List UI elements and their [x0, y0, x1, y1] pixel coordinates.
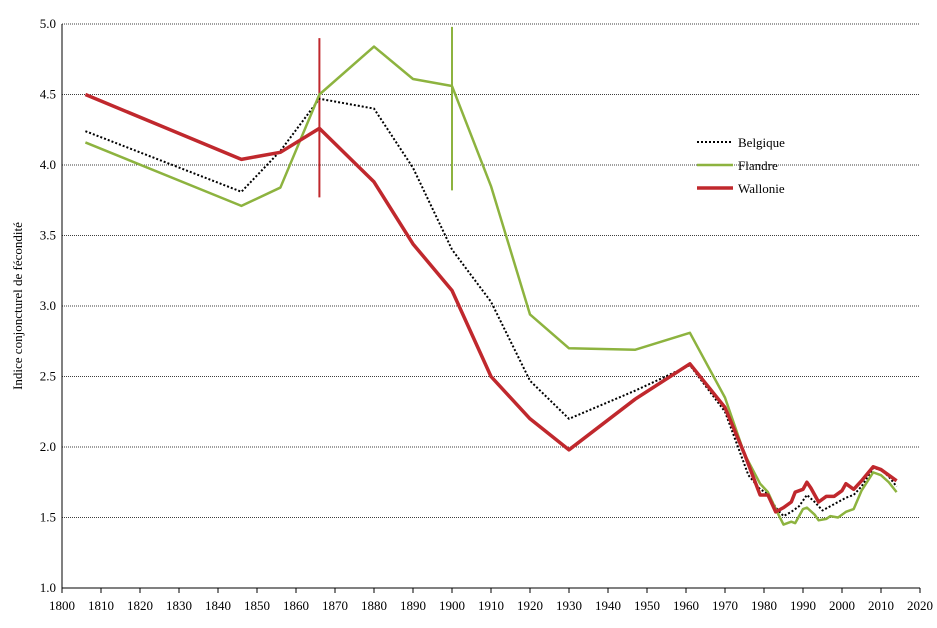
x-tick-label: 1860 [283, 598, 309, 613]
x-tick-label: 1930 [556, 598, 582, 613]
x-tick-label: 2020 [907, 598, 933, 613]
series-line [84, 45, 898, 526]
x-tick-label: 1950 [634, 598, 660, 613]
y-tick-label: 4.5 [40, 87, 56, 102]
legend-label: Flandre [738, 158, 778, 173]
y-tick-label: 2.0 [40, 439, 56, 454]
x-tick-label: 1920 [517, 598, 543, 613]
y-tick-label: 2.5 [40, 369, 56, 384]
x-tick-label: 1820 [127, 598, 153, 613]
y-tick-label: 4.0 [40, 157, 56, 172]
y-tick-label: 1.5 [40, 510, 56, 525]
x-tick-label: 2010 [868, 598, 894, 613]
legend-label: Wallonie [738, 181, 785, 196]
y-axis-label: Indice conjoncturel de fécondité [10, 222, 25, 390]
x-tick-label: 1800 [49, 598, 75, 613]
x-tick-label: 1980 [751, 598, 777, 613]
x-tick-label: 1900 [439, 598, 465, 613]
series-line [84, 92, 898, 514]
x-tick-label: 2000 [829, 598, 855, 613]
x-tick-label: 1830 [166, 598, 192, 613]
x-tick-label: 1910 [478, 598, 504, 613]
x-tick-label: 1990 [790, 598, 816, 613]
y-tick-label: 5.0 [40, 16, 56, 31]
y-tick-label: 1.0 [40, 580, 56, 595]
x-tick-label: 1890 [400, 598, 426, 613]
x-tick-label: 1880 [361, 598, 387, 613]
x-tick-label: 1870 [322, 598, 348, 613]
x-tick-label: 1850 [244, 598, 270, 613]
x-tick-label: 1940 [595, 598, 621, 613]
y-tick-label: 3.5 [40, 228, 56, 243]
x-tick-label: 1970 [712, 598, 738, 613]
x-tick-label: 1960 [673, 598, 699, 613]
x-tick-label: 1840 [205, 598, 231, 613]
y-tick-label: 3.0 [40, 298, 56, 313]
legend-label: Belgique [738, 135, 785, 150]
x-tick-label: 1810 [88, 598, 114, 613]
